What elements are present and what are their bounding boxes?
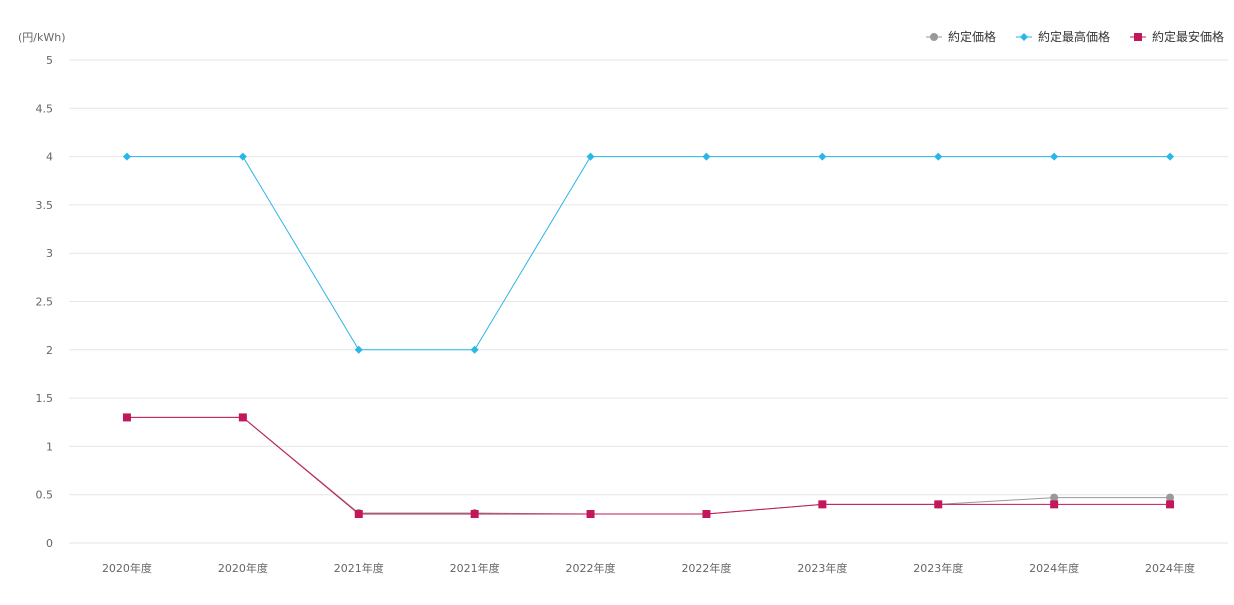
x-tick-label: 2021年度 xyxy=(334,561,384,575)
data-point[interactable] xyxy=(702,510,711,519)
x-tick-label: 2023年度 xyxy=(913,561,963,575)
data-point[interactable] xyxy=(122,152,131,161)
series-line xyxy=(126,416,1171,515)
series-diamond xyxy=(122,152,1175,354)
data-point[interactable] xyxy=(1050,500,1059,509)
data-point[interactable] xyxy=(1166,152,1175,161)
y-tick-label: 2.5 xyxy=(36,296,54,309)
data-point[interactable] xyxy=(934,500,943,509)
data-point[interactable] xyxy=(586,510,595,519)
y-tick-label: 1.5 xyxy=(36,392,54,405)
y-tick-label: 4.5 xyxy=(36,102,54,115)
data-point[interactable] xyxy=(702,152,711,161)
x-tick-label: 2020年度 xyxy=(102,561,152,575)
data-point[interactable] xyxy=(470,510,479,519)
legend-item[interactable]: 約定最高価格 xyxy=(1016,29,1110,44)
x-tick-label: 2021年度 xyxy=(450,561,500,575)
y-axis-unit-label: (円/kWh) xyxy=(18,31,66,44)
legend-label: 約定最安価格 xyxy=(1152,29,1224,44)
data-point[interactable] xyxy=(354,510,363,519)
y-tick-label: 2 xyxy=(46,344,53,357)
data-point[interactable] xyxy=(1166,500,1175,509)
legend-label: 約定価格 xyxy=(948,29,996,44)
series-line xyxy=(126,416,1171,515)
grid xyxy=(69,59,1228,544)
data-point[interactable] xyxy=(1166,493,1175,502)
series-square xyxy=(122,413,1175,519)
series-circle xyxy=(122,413,1175,519)
data-point[interactable] xyxy=(238,413,247,422)
x-tick-label: 2024年度 xyxy=(1029,561,1079,575)
x-tick-label: 2024年度 xyxy=(1145,561,1195,575)
legend-item[interactable]: 約定最安価格 xyxy=(1130,29,1224,44)
y-axis-ticks: 0 0.5 1 1.5 2 2.5 3 3.5 4 4.5 5 xyxy=(36,54,54,550)
x-tick-label: 2023年度 xyxy=(797,561,847,575)
series-group xyxy=(122,152,1175,519)
y-tick-label: 1 xyxy=(46,440,53,453)
legend-marker[interactable] xyxy=(1020,33,1028,41)
x-axis-ticks: 2020年度 2020年度 2021年度 2021年度 2022年度 2022年度 2023… xyxy=(102,561,1195,575)
data-point[interactable] xyxy=(1050,152,1059,161)
x-tick-label: 2020年度 xyxy=(218,561,268,575)
y-tick-label: 3.5 xyxy=(36,199,54,212)
data-point[interactable] xyxy=(818,500,827,509)
y-tick-label: 3 xyxy=(46,247,53,260)
y-tick-label: 0.5 xyxy=(36,489,54,502)
data-point[interactable] xyxy=(1050,493,1059,502)
data-point[interactable] xyxy=(470,345,479,354)
y-tick-label: 4 xyxy=(46,151,53,164)
x-tick-label: 2022年度 xyxy=(566,561,616,575)
legend[interactable]: 約定価格 約定最高価格 約定最安価格 xyxy=(926,29,1224,44)
data-point[interactable] xyxy=(934,152,943,161)
series-line xyxy=(126,156,1171,351)
data-point[interactable] xyxy=(586,152,595,161)
data-point[interactable] xyxy=(122,413,131,422)
legend-item[interactable]: 約定価格 xyxy=(926,29,996,44)
data-point[interactable] xyxy=(818,152,827,161)
legend-marker[interactable] xyxy=(1134,33,1142,41)
y-tick-label: 0 xyxy=(46,537,53,550)
x-tick-label: 2022年度 xyxy=(681,561,731,575)
data-point[interactable] xyxy=(354,345,363,354)
legend-label: 約定最高価格 xyxy=(1038,29,1110,44)
y-tick-label: 5 xyxy=(46,54,53,67)
data-point[interactable] xyxy=(238,152,247,161)
legend-marker[interactable] xyxy=(930,33,938,41)
